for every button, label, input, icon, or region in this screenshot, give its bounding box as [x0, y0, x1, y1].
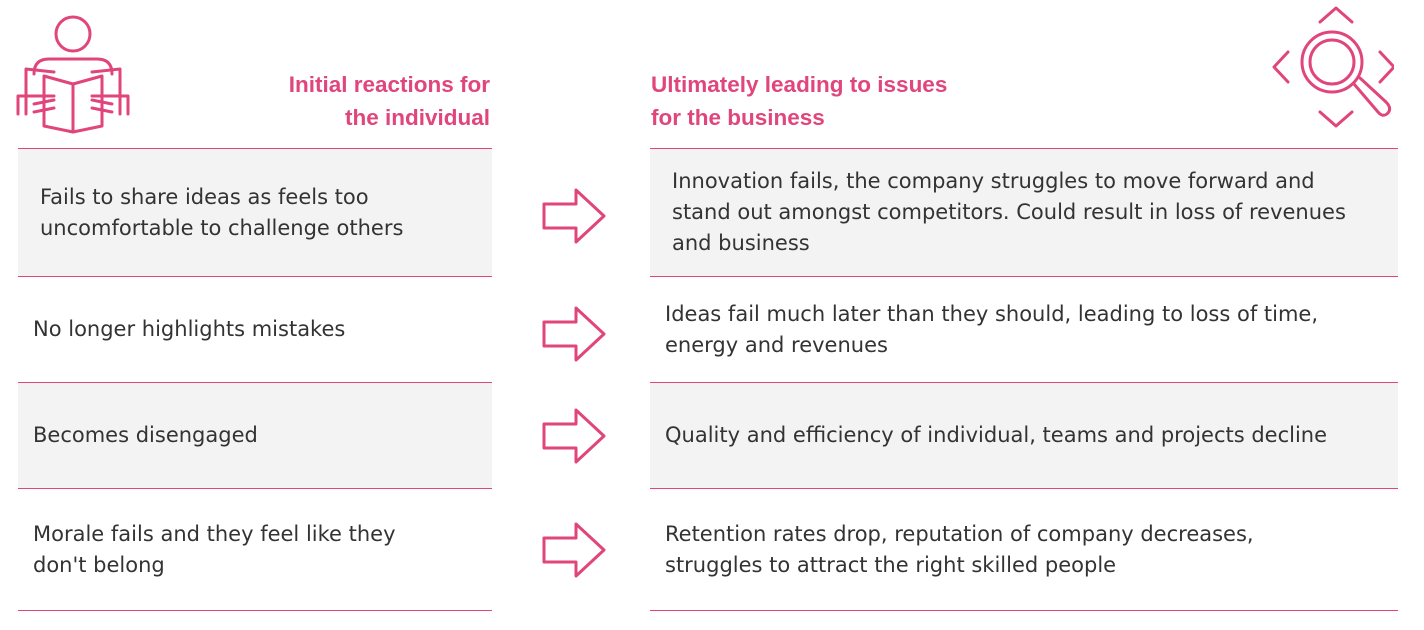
person-reading-icon	[16, 15, 130, 134]
individual-cell-3: Becomes disengaged	[18, 383, 492, 489]
individual-cell-4: Morale fails and they feel like they don…	[18, 489, 492, 611]
business-column-header: Ultimately leading to issues for the bus…	[651, 68, 1051, 134]
business-text-1: Innovation fails, the company struggles …	[672, 169, 1346, 255]
right-top-divider	[650, 148, 1398, 149]
business-header-line2: for the business	[651, 105, 825, 130]
business-header-line1: Ultimately leading to issues	[651, 72, 948, 97]
individual-cell-2: No longer highlights mistakes	[18, 277, 492, 383]
individual-text-1: Fails to share ideas as feels too uncomf…	[40, 184, 404, 240]
business-cell-1: Innovation fails, the company struggles …	[650, 149, 1398, 277]
business-cell-3: Quality and efficiency of individual, te…	[650, 383, 1398, 489]
business-text-2: Ideas fail much later than they should, …	[665, 301, 1319, 357]
business-text-4: Retention rates drop, reputation of comp…	[665, 521, 1254, 577]
individual-text-3: Becomes disengaged	[33, 423, 258, 447]
business-cell-2: Ideas fail much later than they should, …	[650, 277, 1398, 383]
individual-header-line2: the individual	[344, 105, 490, 130]
right-arrow-icon	[542, 306, 606, 362]
left-top-divider	[18, 148, 492, 149]
individual-text-4: Morale fails and they feel like they don…	[33, 521, 396, 577]
right-arrow-icon	[542, 188, 606, 244]
individual-cell-1: Fails to share ideas as feels too uncomf…	[18, 149, 492, 277]
individual-text-2: No longer highlights mistakes	[33, 317, 346, 341]
individual-header-line1: Initial reactions for	[288, 72, 490, 97]
right-arrow-icon	[542, 408, 606, 464]
individual-column-header: Initial reactions for the individual	[200, 68, 490, 134]
magnifier-with-arrows-icon	[1272, 6, 1394, 128]
business-cell-4: Retention rates drop, reputation of comp…	[650, 489, 1398, 611]
business-text-3: Quality and efficiency of individual, te…	[665, 423, 1328, 447]
right-arrow-icon	[542, 522, 606, 578]
